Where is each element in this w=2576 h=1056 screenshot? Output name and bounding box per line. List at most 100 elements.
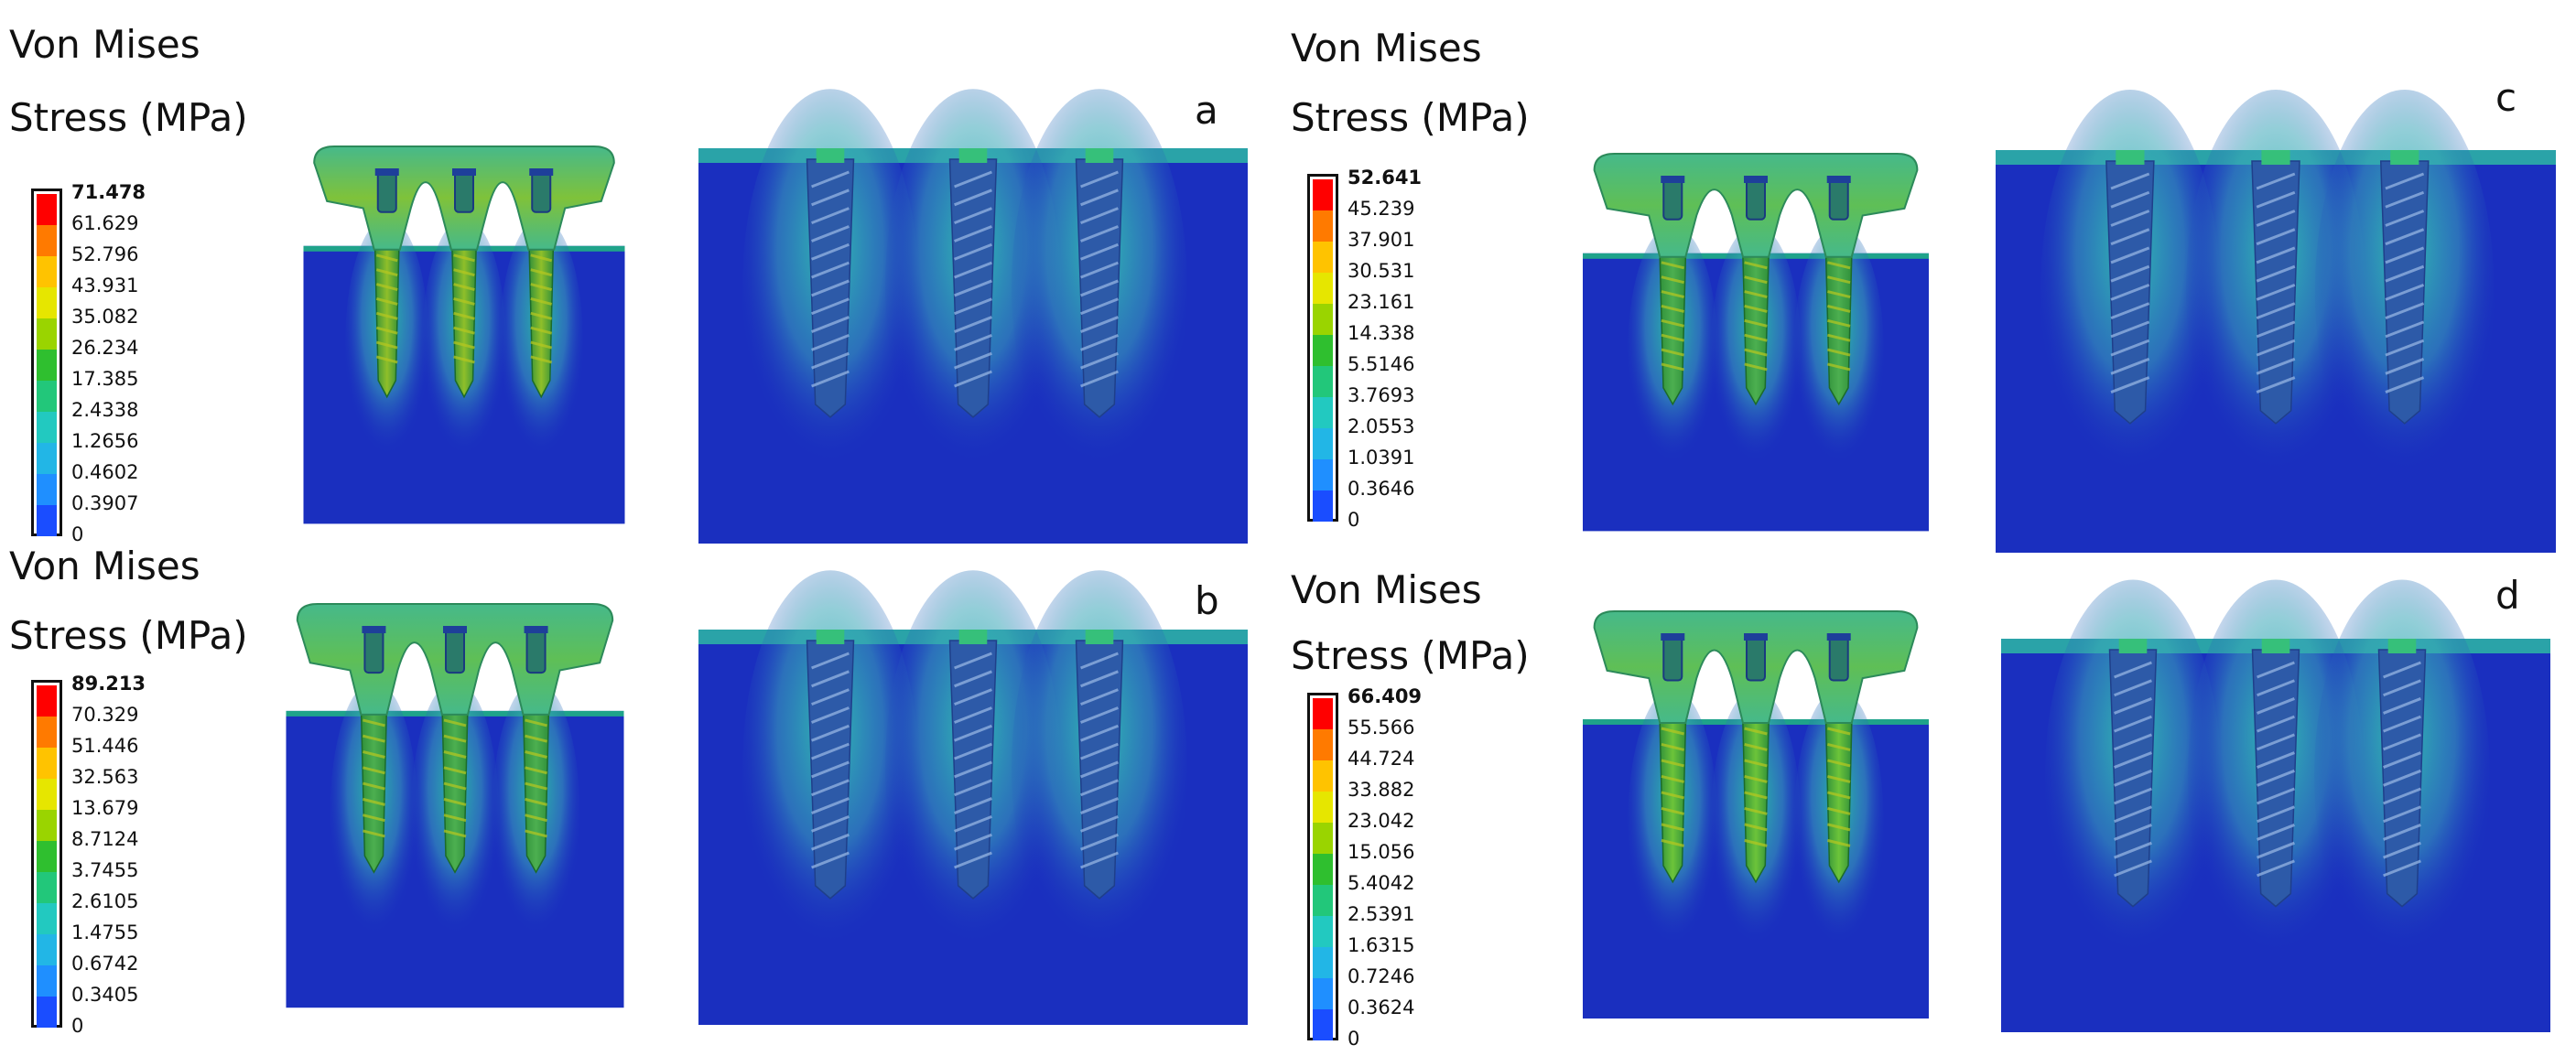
thread-groove [1080,370,1119,388]
implant-thread [1744,362,1768,372]
thread-groove [2114,787,2152,805]
legend-color-segment [37,412,57,443]
implant-thread [1661,806,1684,815]
thread-groove [1080,207,1119,225]
screw-head [529,168,554,176]
thread-groove [811,652,850,670]
thread-groove [811,316,850,333]
thread-groove [811,189,850,207]
thread-groove [2257,715,2295,733]
implant-thread [375,340,398,350]
implant-thread [375,268,398,277]
thread-groove [2110,357,2150,375]
implant-thread [1661,333,1684,342]
legend-color-segment [37,965,57,997]
panel-d-title-line2: Stress (MPa) [1291,633,1530,678]
thread-groove [2114,679,2152,697]
implant-thread [1744,806,1768,815]
legend-color-segment [1313,273,1333,304]
panel-a-bone-section [698,89,1248,544]
implant-thread [1744,759,1768,768]
thread-groove [811,207,850,225]
thread-groove [2383,859,2421,878]
implant-thread [1744,743,1768,751]
legend-color-segment [37,748,57,779]
thread-groove [811,779,850,797]
legend-value-label: 23.042 [1348,810,1415,832]
implant-thread [530,253,553,263]
legend-color-segment [37,505,57,536]
legend-value-label: 1.2656 [71,430,139,452]
thread-groove [1080,351,1119,370]
thread-groove [2383,661,2421,679]
thread-groove [2256,228,2296,246]
legend-value-label: 0.3646 [1348,478,1415,500]
thread-groove [811,814,850,833]
thread-groove [2256,283,2296,301]
panel-c-bridge-model [1583,153,1929,532]
thread-groove [2110,264,2150,283]
legend-value-label: 45.239 [1348,198,1415,220]
legend-value-label: 44.724 [1348,748,1415,770]
implant-thread [530,311,553,320]
thread-groove [1080,297,1119,316]
implant-thread [1827,791,1851,800]
thread-groove [2256,320,2296,339]
legend-color-segment [1313,760,1333,792]
legend-value-label: 2.4338 [71,399,139,421]
thread-groove [2114,859,2152,878]
implant-thread [363,734,385,743]
thread-groove [2114,661,2152,679]
implant-thread [453,311,475,320]
implant-thread [375,355,398,364]
thread-groove [2385,264,2425,283]
implant-collar [2261,150,2290,165]
implant-collar [2390,150,2419,165]
thread-groove [2383,841,2421,859]
thread-groove [2257,661,2295,679]
legend-value-label: 0.3624 [1348,997,1415,1018]
thread-groove [2385,339,2425,357]
thread-groove [1080,170,1119,189]
implant-collar [958,630,988,644]
abutment-screw [363,627,384,674]
thread-groove [2383,787,2421,805]
legend-color-segment [37,474,57,505]
legend-color-segment [1313,210,1333,242]
thread-groove [811,351,850,370]
thread-groove [2110,228,2150,246]
legend-color-segment [1313,490,1333,522]
legend-color-segment [1313,823,1333,854]
abutment-screw [525,627,547,674]
thread-groove [2256,339,2296,357]
thread-groove [2385,190,2425,209]
thread-groove [954,170,992,189]
thread-groove [1080,779,1119,797]
legend-color-segment [37,779,57,810]
implant-thread [525,814,547,823]
thread-groove [2385,228,2425,246]
thread-groove [2114,841,2152,859]
screw-head [1661,633,1685,641]
legend-value-label: 0.4602 [71,461,139,483]
legend-value-label: 1.6315 [1348,934,1415,956]
legend-value-label: 13.679 [71,797,139,819]
thread-groove [2385,246,2425,264]
thread-groove [2114,715,2152,733]
implant-thread [363,829,385,838]
thread-groove [954,225,992,242]
thread-groove [811,670,850,688]
legend-color-segment [1313,1009,1333,1040]
implant-thread [1827,261,1851,270]
legend-color-segment [37,934,57,965]
implant-thread [443,797,467,806]
panel-d-title-line1: Von Mises [1291,567,1482,612]
legend-color-segment [37,685,57,717]
implant-thread [1661,727,1684,736]
implant-thread [363,718,385,727]
thread-groove [954,851,992,869]
implant-thread [1744,348,1768,357]
thread-groove [954,207,992,225]
thread-groove [1080,652,1119,670]
legend-color-segment [37,841,57,872]
